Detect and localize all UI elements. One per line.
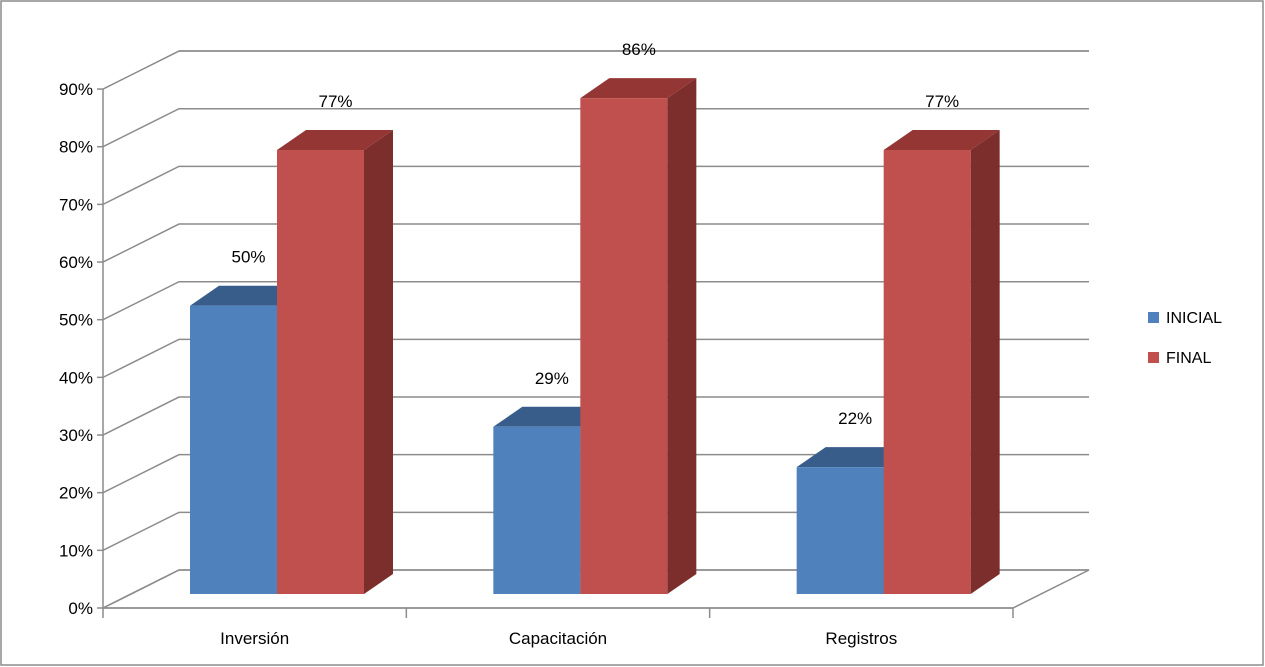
data-label: 50% (231, 248, 265, 267)
bar-side-final (667, 78, 697, 594)
gridlines (102, 50, 1089, 609)
gridline (102, 511, 1089, 552)
bar-inicial (796, 467, 884, 594)
bar-top-final (883, 130, 1000, 151)
bar-top-final (277, 130, 393, 151)
data-label: 77% (925, 92, 959, 111)
legend-label: FINAL (1166, 350, 1211, 367)
gridline (102, 453, 1089, 494)
gridline (102, 223, 1089, 263)
y-tick-label: 0% (68, 599, 93, 618)
y-axis-tick-labels: 0% 10% 20% 30% 40% 50% 60% 70% 80% 90% (59, 80, 93, 618)
x-tick-label: Capacitación (509, 629, 607, 648)
x-axis-tick-labels: Inversión Capacitación Registros (220, 629, 897, 648)
y-tick-label: 10% (59, 541, 93, 560)
y-tick-label: 90% (59, 80, 93, 99)
y-tick-label: 40% (59, 368, 93, 387)
bars (190, 78, 1000, 595)
gridline (102, 165, 1089, 206)
legend-swatch (1148, 312, 1159, 323)
y-tick-label: 70% (59, 195, 93, 214)
data-label: 29% (535, 369, 569, 388)
bar-final (277, 150, 364, 594)
gridline (102, 396, 1089, 436)
bar-inicial (190, 305, 277, 594)
gridline (102, 107, 1089, 148)
y-tick-label: 20% (59, 484, 93, 503)
bar-side-final (970, 130, 1000, 594)
bar-top-final (580, 78, 697, 99)
legend: INICIAL FINAL (1148, 310, 1222, 367)
bar-final (580, 98, 668, 595)
bar-inicial (493, 426, 581, 594)
x-tick-label: Registros (825, 629, 897, 648)
y-tick-label: 30% (59, 426, 93, 445)
y-tick-label: 80% (59, 138, 93, 157)
axes (97, 88, 1014, 618)
gridline (102, 280, 1089, 321)
gridline (102, 569, 1089, 609)
x-tick-label: Inversión (220, 629, 289, 648)
legend-swatch (1148, 352, 1159, 363)
gridline (102, 338, 1089, 379)
data-label: 22% (838, 409, 872, 428)
bar-final (883, 150, 971, 594)
data-labels: 50% 77% 29% 86% 22% 77% (231, 40, 959, 428)
bar-side-final (364, 130, 393, 594)
y-tick-label: 60% (59, 253, 93, 272)
legend-label: INICIAL (1166, 310, 1222, 327)
data-label: 77% (318, 92, 352, 111)
y-tick-label: 50% (59, 311, 93, 330)
data-label: 86% (622, 40, 656, 59)
